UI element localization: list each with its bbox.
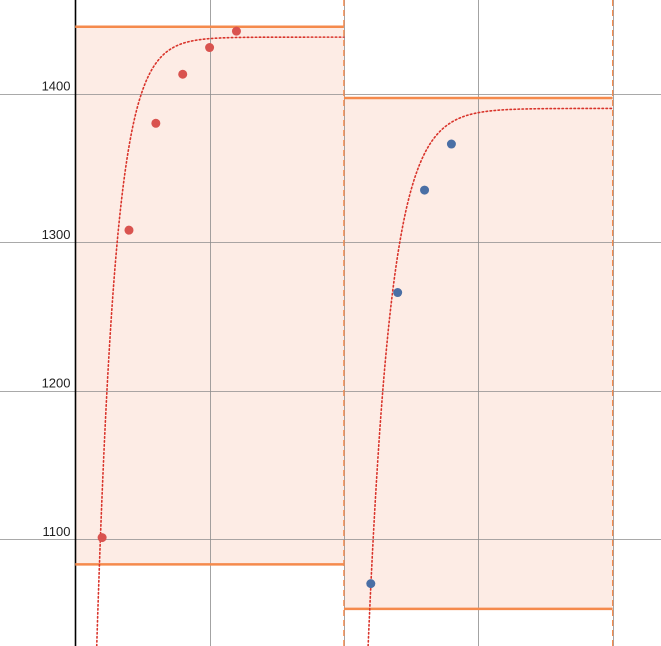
series-1-point-4 — [178, 69, 188, 79]
series-2-point-2 — [393, 288, 403, 298]
y-tick-label-1400: 1400 — [42, 79, 71, 94]
fit-curves-layer — [95, 36, 614, 646]
series-2-point-3 — [420, 185, 430, 195]
series-1-point-5 — [205, 43, 215, 53]
series-2-point-1 — [366, 579, 376, 589]
fit-curve-2 — [367, 107, 614, 646]
points-layer — [97, 26, 456, 589]
y-tick-label-1300: 1300 — [42, 227, 71, 242]
series-2-point-4 — [446, 139, 456, 149]
band-edges-layer — [75, 0, 614, 646]
y-tick-label-1100: 1100 — [43, 524, 71, 539]
series-1-point-1 — [97, 533, 107, 543]
fit-curve-1 — [95, 36, 345, 646]
series-1-point-2 — [124, 225, 134, 235]
series-1-point-6 — [231, 26, 241, 36]
bands-layer — [75, 26, 613, 609]
band-1 — [75, 26, 344, 565]
tick-labels-layer: 1100 1200 1300 1400 — [42, 79, 71, 540]
y-tick-label-1200: 1200 — [42, 376, 71, 391]
series-1-point-3 — [151, 118, 161, 128]
